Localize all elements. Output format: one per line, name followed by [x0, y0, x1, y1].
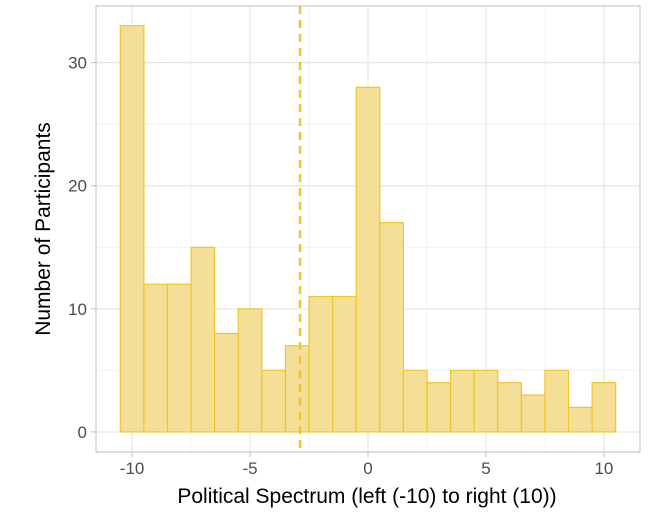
histogram-bar	[497, 382, 522, 433]
histogram-bar	[308, 295, 334, 433]
histogram-bar	[284, 345, 310, 433]
histogram-bar	[591, 382, 617, 433]
histogram-bar	[567, 406, 593, 433]
y-tick-label: 0	[78, 423, 87, 442]
histogram-bar	[190, 246, 216, 433]
histogram-bar	[402, 369, 428, 433]
histogram-bar	[426, 382, 452, 433]
histogram-bar	[261, 369, 287, 433]
y-tick-label: 30	[68, 54, 87, 73]
x-tick-label: 10	[594, 459, 613, 478]
histogram-bar	[473, 369, 499, 433]
histogram-bar	[355, 86, 381, 433]
histogram-bar	[166, 283, 192, 433]
histogram-bar	[520, 394, 546, 433]
x-axis-label: Political Spectrum (left (-10) to right …	[177, 485, 556, 508]
x-tick-label: 0	[363, 459, 372, 478]
y-axis-label: Number of Participants	[32, 122, 55, 336]
histogram-bar	[119, 25, 145, 433]
x-tick-label: 5	[481, 459, 490, 478]
y-tick-label: 20	[68, 177, 87, 196]
x-tick-label: -5	[242, 459, 257, 478]
x-tick-label: -10	[120, 459, 145, 478]
y-tick-label: 10	[68, 300, 87, 319]
histogram-bar	[237, 308, 263, 433]
histogram-bar	[143, 283, 169, 433]
histogram-bar	[379, 222, 404, 433]
histogram-bar	[544, 369, 570, 433]
histogram-bar	[332, 295, 357, 433]
histogram-bar	[449, 369, 475, 433]
histogram-bar	[214, 332, 239, 433]
